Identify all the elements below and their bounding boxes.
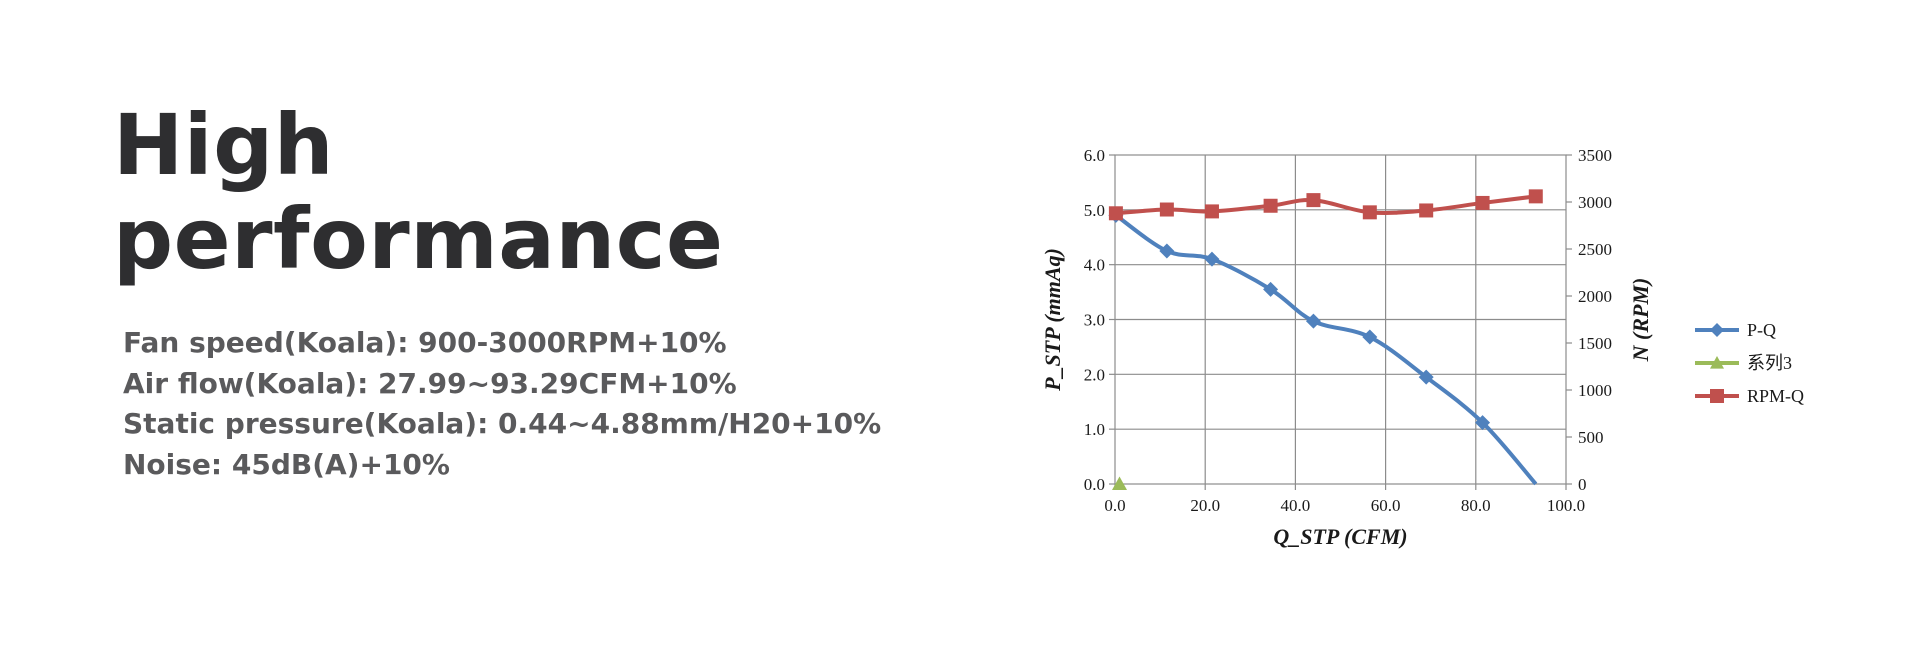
- data-point-p-q: [1418, 369, 1434, 385]
- spec-fan-speed: Fan speed(Koala): 900-3000RPM+10%: [123, 326, 727, 359]
- section-title: High performance: [113, 98, 723, 286]
- data-point-3: [1112, 476, 1128, 490]
- x-tick-label: 60.0: [1371, 496, 1401, 515]
- y-tick-label: 2.0: [1084, 365, 1105, 384]
- y2-axis-title: N (RPM): [1628, 278, 1653, 363]
- spec-noise: Noise: 45dB(A)+10%: [123, 447, 450, 481]
- y-tick-label: 5.0: [1084, 201, 1105, 220]
- series-line-rpm-q: [1115, 194, 1537, 216]
- legend-label-p-q: P-Q: [1747, 320, 1776, 340]
- x-axis-title: Q_STP (CFM): [1273, 524, 1407, 549]
- legend-label-rpm-q: RPM-Q: [1747, 386, 1804, 406]
- data-point-rpm-q: [1159, 202, 1174, 217]
- spec-list: Fan speed(Koala): 900-3000RPM+10% Air fl…: [123, 323, 881, 485]
- data-point-p-q: [1305, 313, 1321, 329]
- data-point-rpm-q: [1419, 203, 1434, 218]
- y-tick-label: 6.0: [1084, 146, 1105, 165]
- data-point-p-q: [1475, 415, 1491, 431]
- data-point-p-q: [1362, 329, 1378, 345]
- data-point-rpm-q: [1528, 189, 1543, 204]
- y2-tick-label: 500: [1578, 428, 1604, 447]
- legend-label-3: 系列3: [1747, 353, 1792, 373]
- y2-tick-label: 3000: [1578, 193, 1612, 212]
- data-point-rpm-q: [1362, 205, 1377, 220]
- x-tick-label: 0.0: [1104, 496, 1125, 515]
- y-tick-label: 4.0: [1084, 256, 1105, 275]
- legend-marker-3: [1710, 356, 1724, 369]
- fan-performance-chart: 0.0 20.0 40.0 60.0 80.0 100.0 0.0 1.0 2.0 3.0 4.0 5…: [1040, 146, 1804, 549]
- y-axis-title: P_STP (mmAq): [1040, 248, 1065, 392]
- data-point-rpm-q: [1306, 193, 1321, 208]
- y-tick-label: 3.0: [1084, 311, 1105, 330]
- title-line-2: performance: [113, 190, 724, 288]
- data-point-rpm-q: [1475, 195, 1490, 210]
- x-tick-label: 40.0: [1281, 496, 1311, 515]
- title-line-1: High: [113, 96, 335, 194]
- data-point-rpm-q: [1108, 206, 1123, 221]
- y-tick-label: 0.0: [1084, 475, 1105, 494]
- y2-tick-label: 3500: [1578, 146, 1612, 165]
- y2-tick-label: 0: [1578, 475, 1587, 494]
- y-tick-label: 1.0: [1084, 420, 1105, 439]
- data-point-p-q: [1159, 243, 1175, 259]
- y2-tick-label: 2000: [1578, 287, 1612, 306]
- data-point-p-q: [1263, 281, 1279, 297]
- y2-tick-label: 2500: [1578, 240, 1612, 259]
- y2-tick-label: 1000: [1578, 381, 1612, 400]
- data-point-p-q: [1204, 251, 1220, 267]
- x-tick-label: 80.0: [1461, 496, 1491, 515]
- x-tick-label: 20.0: [1190, 496, 1220, 515]
- data-point-rpm-q: [1204, 204, 1219, 219]
- x-tick-label: 100.0: [1547, 496, 1585, 515]
- legend-marker-p-q: [1710, 323, 1724, 337]
- spec-air-flow: Air flow(Koala): 27.99~93.29CFM+10%: [123, 366, 737, 400]
- y2-tick-label: 1500: [1578, 334, 1612, 353]
- data-point-rpm-q: [1263, 198, 1278, 213]
- spec-static-pressure: Static pressure(Koala): 0.44~4.88mm/H20+…: [123, 407, 882, 440]
- series-line-p-q: [1114, 213, 1538, 486]
- legend-marker-rpm-q: [1710, 389, 1724, 403]
